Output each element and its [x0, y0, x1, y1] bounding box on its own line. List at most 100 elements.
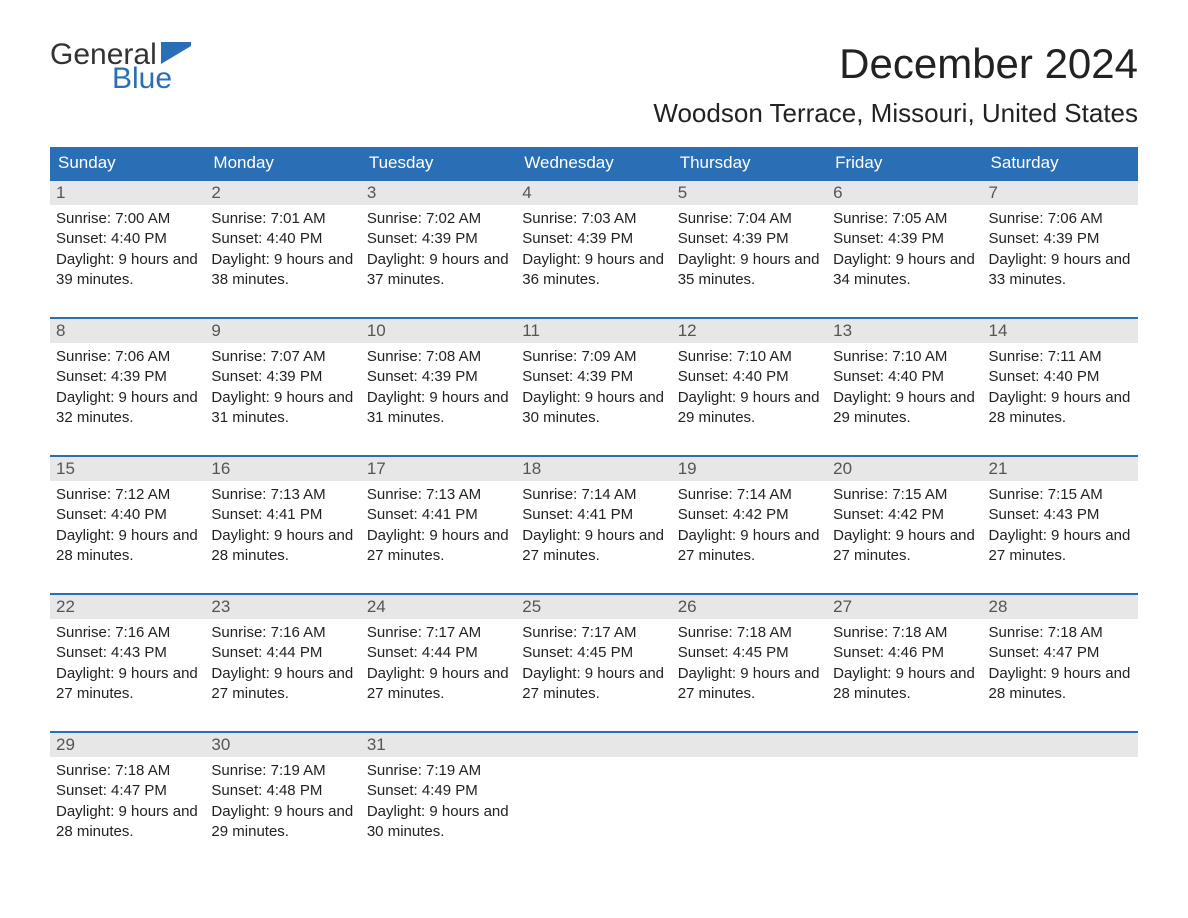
sunset-line: Sunset: 4:44 PM: [367, 643, 510, 663]
calendar-day: 1Sunrise: 7:00 AMSunset: 4:40 PMDaylight…: [50, 181, 205, 301]
day-of-week-cell: Tuesday: [361, 147, 516, 179]
header: General Blue December 2024 Woodson Terra…: [50, 40, 1138, 129]
sunset-line: Sunset: 4:39 PM: [211, 367, 354, 387]
daylight-line: Daylight: 9 hours and 27 minutes.: [989, 526, 1132, 567]
daylight-line: Daylight: 9 hours and 32 minutes.: [56, 388, 199, 429]
sunset-line: Sunset: 4:40 PM: [211, 229, 354, 249]
day-number: 3: [361, 181, 516, 205]
calendar-day: 15Sunrise: 7:12 AMSunset: 4:40 PMDayligh…: [50, 457, 205, 577]
sunrise-line: Sunrise: 7:15 AM: [833, 485, 976, 505]
sunrise-line: Sunrise: 7:17 AM: [367, 623, 510, 643]
daylight-line: Daylight: 9 hours and 37 minutes.: [367, 250, 510, 291]
daylight-line: Daylight: 9 hours and 27 minutes.: [211, 664, 354, 705]
day-number: 5: [672, 181, 827, 205]
day-number: 19: [672, 457, 827, 481]
sunset-line: Sunset: 4:39 PM: [833, 229, 976, 249]
calendar-day: 12Sunrise: 7:10 AMSunset: 4:40 PMDayligh…: [672, 319, 827, 439]
day-of-week-cell: Saturday: [983, 147, 1138, 179]
sunrise-line: Sunrise: 7:18 AM: [989, 623, 1132, 643]
daylight-line: Daylight: 9 hours and 29 minutes.: [833, 388, 976, 429]
day-number: 11: [516, 319, 671, 343]
sunrise-line: Sunrise: 7:10 AM: [678, 347, 821, 367]
day-number: 2: [205, 181, 360, 205]
sunset-line: Sunset: 4:47 PM: [989, 643, 1132, 663]
day-details: Sunrise: 7:12 AMSunset: 4:40 PMDaylight:…: [50, 481, 205, 572]
month-title: December 2024: [653, 40, 1138, 88]
day-of-week-header: SundayMondayTuesdayWednesdayThursdayFrid…: [50, 147, 1138, 179]
daylight-line: Daylight: 9 hours and 30 minutes.: [367, 802, 510, 843]
calendar-day: 2Sunrise: 7:01 AMSunset: 4:40 PMDaylight…: [205, 181, 360, 301]
day-number: [516, 733, 671, 757]
sunset-line: Sunset: 4:44 PM: [211, 643, 354, 663]
daylight-line: Daylight: 9 hours and 33 minutes.: [989, 250, 1132, 291]
day-details: Sunrise: 7:06 AMSunset: 4:39 PMDaylight:…: [983, 205, 1138, 296]
sunset-line: Sunset: 4:49 PM: [367, 781, 510, 801]
daylight-line: Daylight: 9 hours and 34 minutes.: [833, 250, 976, 291]
sunset-line: Sunset: 4:39 PM: [367, 367, 510, 387]
daylight-line: Daylight: 9 hours and 35 minutes.: [678, 250, 821, 291]
calendar-day: 19Sunrise: 7:14 AMSunset: 4:42 PMDayligh…: [672, 457, 827, 577]
day-details: Sunrise: 7:05 AMSunset: 4:39 PMDaylight:…: [827, 205, 982, 296]
sunrise-line: Sunrise: 7:03 AM: [522, 209, 665, 229]
sunrise-line: Sunrise: 7:12 AM: [56, 485, 199, 505]
calendar-week: 15Sunrise: 7:12 AMSunset: 4:40 PMDayligh…: [50, 455, 1138, 577]
day-details: Sunrise: 7:18 AMSunset: 4:46 PMDaylight:…: [827, 619, 982, 710]
day-number: 27: [827, 595, 982, 619]
sunrise-line: Sunrise: 7:18 AM: [833, 623, 976, 643]
sunset-line: Sunset: 4:41 PM: [367, 505, 510, 525]
calendar-day: 17Sunrise: 7:13 AMSunset: 4:41 PMDayligh…: [361, 457, 516, 577]
daylight-line: Daylight: 9 hours and 27 minutes.: [678, 526, 821, 567]
day-details: Sunrise: 7:04 AMSunset: 4:39 PMDaylight:…: [672, 205, 827, 296]
daylight-line: Daylight: 9 hours and 31 minutes.: [211, 388, 354, 429]
day-number: 14: [983, 319, 1138, 343]
daylight-line: Daylight: 9 hours and 28 minutes.: [833, 664, 976, 705]
day-details: Sunrise: 7:01 AMSunset: 4:40 PMDaylight:…: [205, 205, 360, 296]
day-details: Sunrise: 7:15 AMSunset: 4:42 PMDaylight:…: [827, 481, 982, 572]
day-details: Sunrise: 7:11 AMSunset: 4:40 PMDaylight:…: [983, 343, 1138, 434]
sunset-line: Sunset: 4:40 PM: [56, 505, 199, 525]
sunrise-line: Sunrise: 7:07 AM: [211, 347, 354, 367]
daylight-line: Daylight: 9 hours and 27 minutes.: [56, 664, 199, 705]
day-details: Sunrise: 7:13 AMSunset: 4:41 PMDaylight:…: [361, 481, 516, 572]
sunset-line: Sunset: 4:39 PM: [522, 367, 665, 387]
sunset-line: Sunset: 4:40 PM: [56, 229, 199, 249]
sunset-line: Sunset: 4:40 PM: [833, 367, 976, 387]
sunrise-line: Sunrise: 7:05 AM: [833, 209, 976, 229]
calendar-day: 22Sunrise: 7:16 AMSunset: 4:43 PMDayligh…: [50, 595, 205, 715]
day-number: 30: [205, 733, 360, 757]
day-details: Sunrise: 7:00 AMSunset: 4:40 PMDaylight:…: [50, 205, 205, 296]
sunrise-line: Sunrise: 7:04 AM: [678, 209, 821, 229]
sunset-line: Sunset: 4:40 PM: [989, 367, 1132, 387]
sunset-line: Sunset: 4:40 PM: [678, 367, 821, 387]
day-number: 20: [827, 457, 982, 481]
day-of-week-cell: Sunday: [50, 147, 205, 179]
calendar-day: 5Sunrise: 7:04 AMSunset: 4:39 PMDaylight…: [672, 181, 827, 301]
day-details: Sunrise: 7:10 AMSunset: 4:40 PMDaylight:…: [672, 343, 827, 434]
sunrise-line: Sunrise: 7:02 AM: [367, 209, 510, 229]
day-number: 25: [516, 595, 671, 619]
day-number: 26: [672, 595, 827, 619]
day-number: 23: [205, 595, 360, 619]
day-details: Sunrise: 7:18 AMSunset: 4:47 PMDaylight:…: [50, 757, 205, 848]
calendar: SundayMondayTuesdayWednesdayThursdayFrid…: [50, 147, 1138, 853]
calendar-day: 7Sunrise: 7:06 AMSunset: 4:39 PMDaylight…: [983, 181, 1138, 301]
sunrise-line: Sunrise: 7:10 AM: [833, 347, 976, 367]
daylight-line: Daylight: 9 hours and 28 minutes.: [56, 802, 199, 843]
sunrise-line: Sunrise: 7:18 AM: [56, 761, 199, 781]
calendar-day: [983, 733, 1138, 853]
calendar-day: 27Sunrise: 7:18 AMSunset: 4:46 PMDayligh…: [827, 595, 982, 715]
sunrise-line: Sunrise: 7:01 AM: [211, 209, 354, 229]
logo: General Blue: [50, 40, 191, 94]
sunset-line: Sunset: 4:45 PM: [678, 643, 821, 663]
day-number: [827, 733, 982, 757]
day-details: Sunrise: 7:02 AMSunset: 4:39 PMDaylight:…: [361, 205, 516, 296]
daylight-line: Daylight: 9 hours and 36 minutes.: [522, 250, 665, 291]
day-details: Sunrise: 7:13 AMSunset: 4:41 PMDaylight:…: [205, 481, 360, 572]
day-details: Sunrise: 7:16 AMSunset: 4:43 PMDaylight:…: [50, 619, 205, 710]
sunrise-line: Sunrise: 7:13 AM: [367, 485, 510, 505]
day-details: Sunrise: 7:14 AMSunset: 4:42 PMDaylight:…: [672, 481, 827, 572]
daylight-line: Daylight: 9 hours and 27 minutes.: [367, 664, 510, 705]
day-details: Sunrise: 7:08 AMSunset: 4:39 PMDaylight:…: [361, 343, 516, 434]
sunrise-line: Sunrise: 7:00 AM: [56, 209, 199, 229]
sunrise-line: Sunrise: 7:11 AM: [989, 347, 1132, 367]
